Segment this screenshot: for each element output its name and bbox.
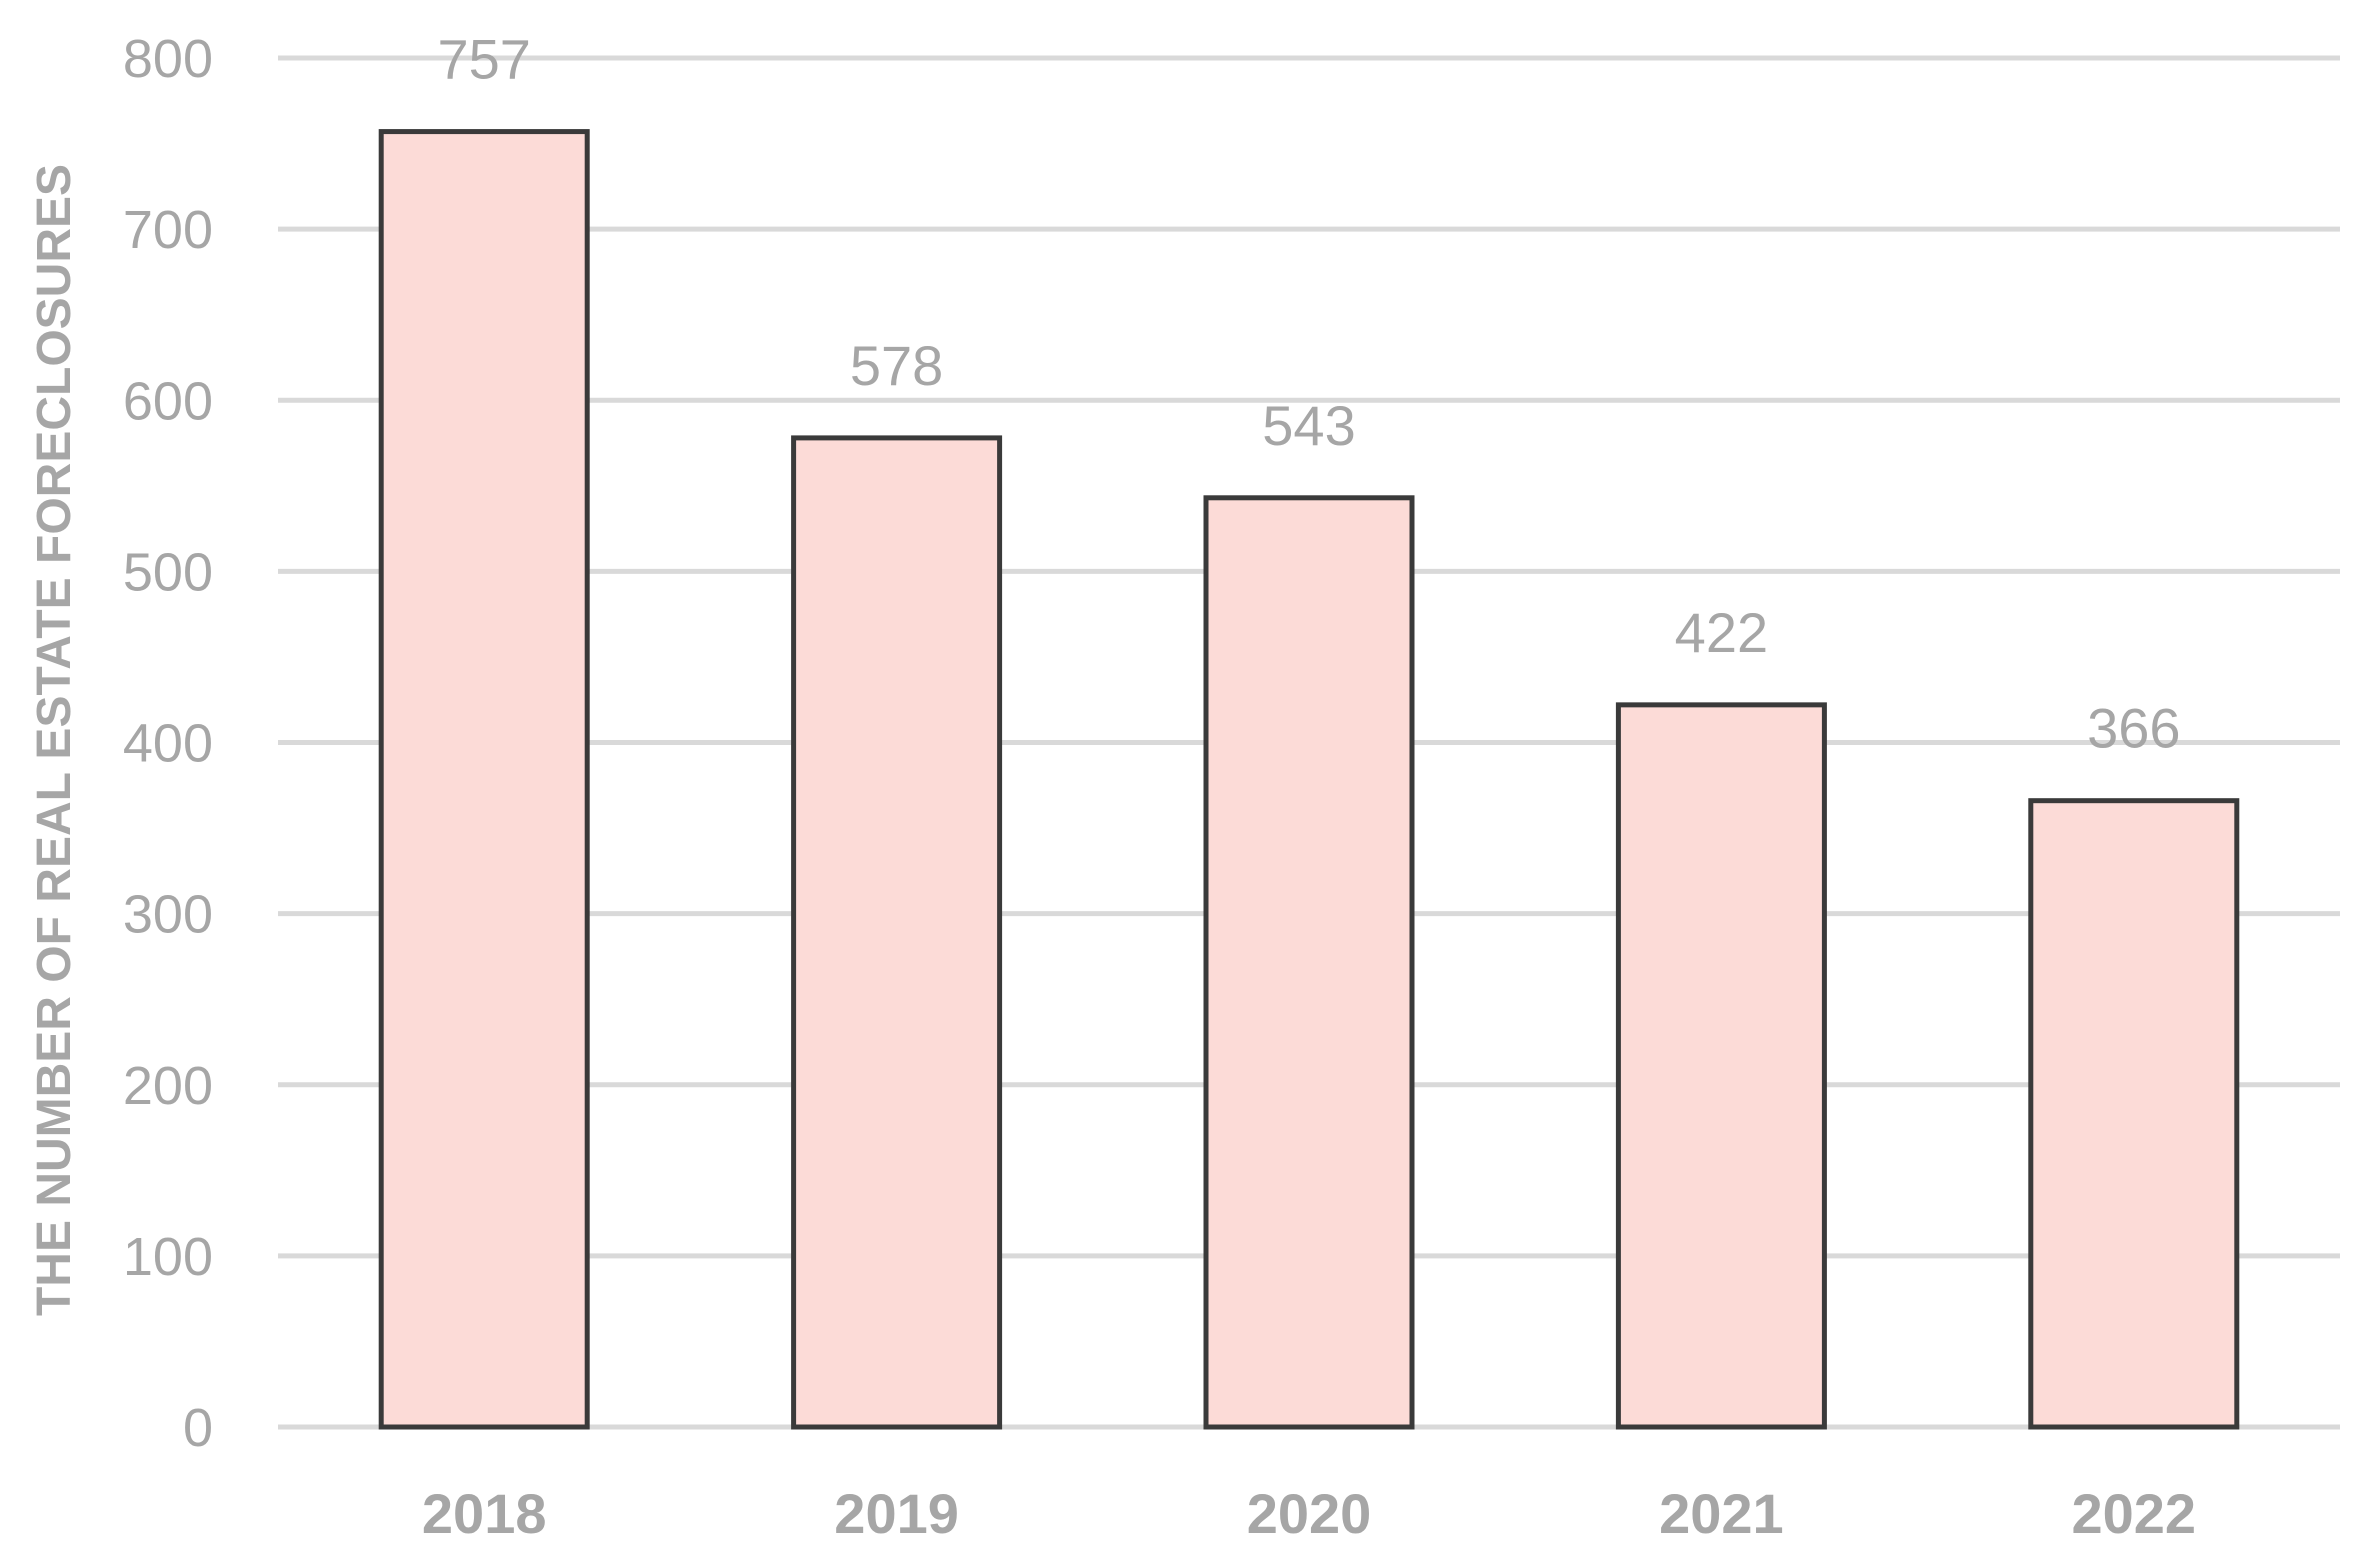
data-label-2022: 366 [2087, 697, 2180, 760]
x-tick-label-2021: 2021 [1659, 1482, 1784, 1545]
data-label-2018: 757 [437, 28, 530, 91]
y-tick-label: 100 [123, 1227, 213, 1287]
data-label-2019: 578 [850, 334, 943, 397]
x-tick-label-2020: 2020 [1247, 1482, 1372, 1545]
x-tick-label-2022: 2022 [2072, 1482, 2197, 1545]
y-tick-label: 600 [123, 371, 213, 431]
bar-2019 [791, 435, 1003, 1430]
bar-2018 [378, 129, 590, 1430]
bar-2020 [1203, 495, 1415, 1430]
x-tick-label-2019: 2019 [834, 1482, 959, 1545]
data-labels: 757 578 543 422 366 [437, 28, 2180, 760]
y-tick-label: 800 [123, 29, 213, 89]
y-tick-label: 200 [123, 1056, 213, 1116]
y-axis-title: THE NUMBER OF REAL ESTATE FORECLOSURES [28, 164, 81, 1316]
data-label-2020: 543 [1262, 394, 1355, 457]
data-label-2021: 422 [1675, 601, 1768, 664]
bar-2022 [2028, 798, 2240, 1430]
x-tick-label-2018: 2018 [422, 1482, 547, 1545]
bars [378, 129, 2240, 1430]
bar-2021 [1615, 702, 1827, 1430]
x-axis-ticks: 2018 2019 2020 2021 2022 [422, 1482, 2196, 1545]
y-axis-ticks: 0 100 200 300 400 500 600 700 800 [123, 29, 213, 1458]
y-tick-label: 400 [123, 714, 213, 774]
y-tick-label: 700 [123, 200, 213, 260]
y-tick-label: 0 [183, 1398, 213, 1458]
y-tick-label: 500 [123, 542, 213, 602]
y-tick-label: 300 [123, 885, 213, 945]
